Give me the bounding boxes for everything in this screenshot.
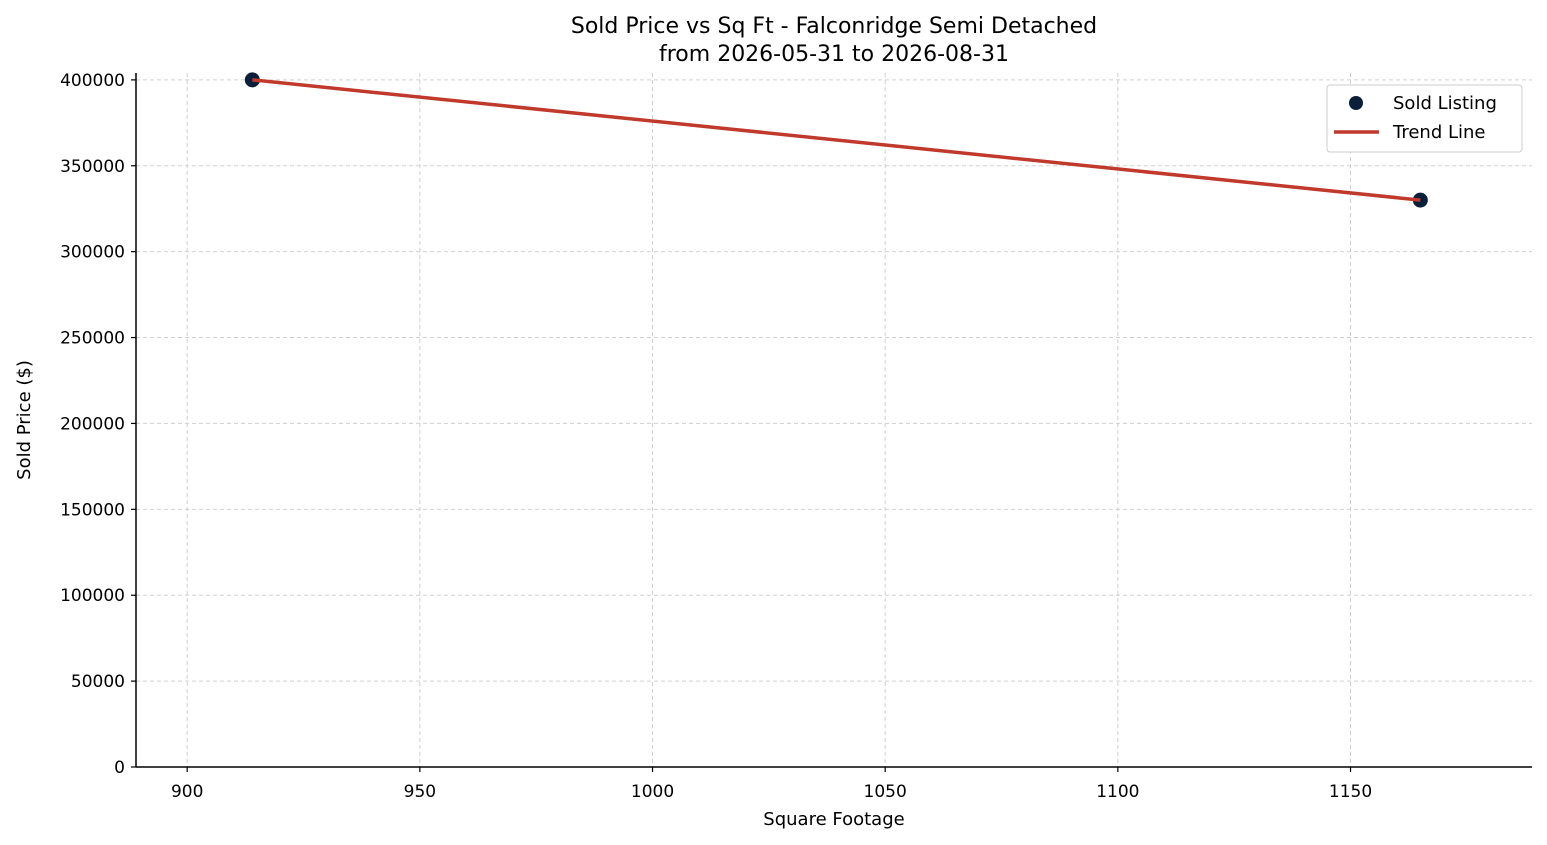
y-tick-label: 150000 — [60, 500, 125, 520]
legend-label-sold-listing: Sold Listing — [1393, 93, 1497, 114]
plot-area — [244, 72, 1428, 208]
x-tick-label: 900 — [171, 782, 203, 802]
y-tick-label: 350000 — [60, 157, 125, 177]
x-tick-label: 1000 — [631, 782, 674, 802]
chart-title: Sold Price vs Sq Ft - Falconridge Semi D… — [571, 14, 1097, 39]
chart-subtitle: from 2026-05-31 to 2026-08-31 — [659, 42, 1009, 67]
y-tick-label: 400000 — [60, 71, 125, 91]
legend: Sold Listing Trend Line — [1326, 84, 1523, 153]
trend-line — [252, 78, 1421, 202]
x-tick-label: 1100 — [1096, 782, 1139, 802]
sold-listing-point — [244, 72, 260, 88]
y-tick-label: 250000 — [60, 329, 125, 349]
y-tick-label: 50000 — [71, 672, 125, 692]
x-tick-label: 1050 — [864, 782, 907, 802]
y-tick-label: 100000 — [60, 586, 125, 606]
x-tick-label: 1150 — [1329, 782, 1372, 802]
x-axis-label: Square Footage — [763, 809, 904, 830]
legend-label-trend-line: Trend Line — [1392, 122, 1486, 143]
y-axis-ticks: 0 50000 100000 150000 200000 250000 300000 3500… — [60, 71, 136, 778]
legend-marker-sold-listing — [1349, 96, 1363, 110]
x-axis-ticks: 900 950 1000 1050 1100 1150 — [171, 767, 1372, 802]
y-tick-label: 300000 — [60, 243, 125, 263]
y-tick-label: 200000 — [60, 414, 125, 434]
grid — [136, 73, 1532, 768]
y-axis-label: Sold Price ($) — [14, 360, 35, 480]
x-tick-label: 950 — [404, 782, 436, 802]
legend-box — [1326, 84, 1523, 153]
y-tick-label: 0 — [114, 758, 125, 778]
